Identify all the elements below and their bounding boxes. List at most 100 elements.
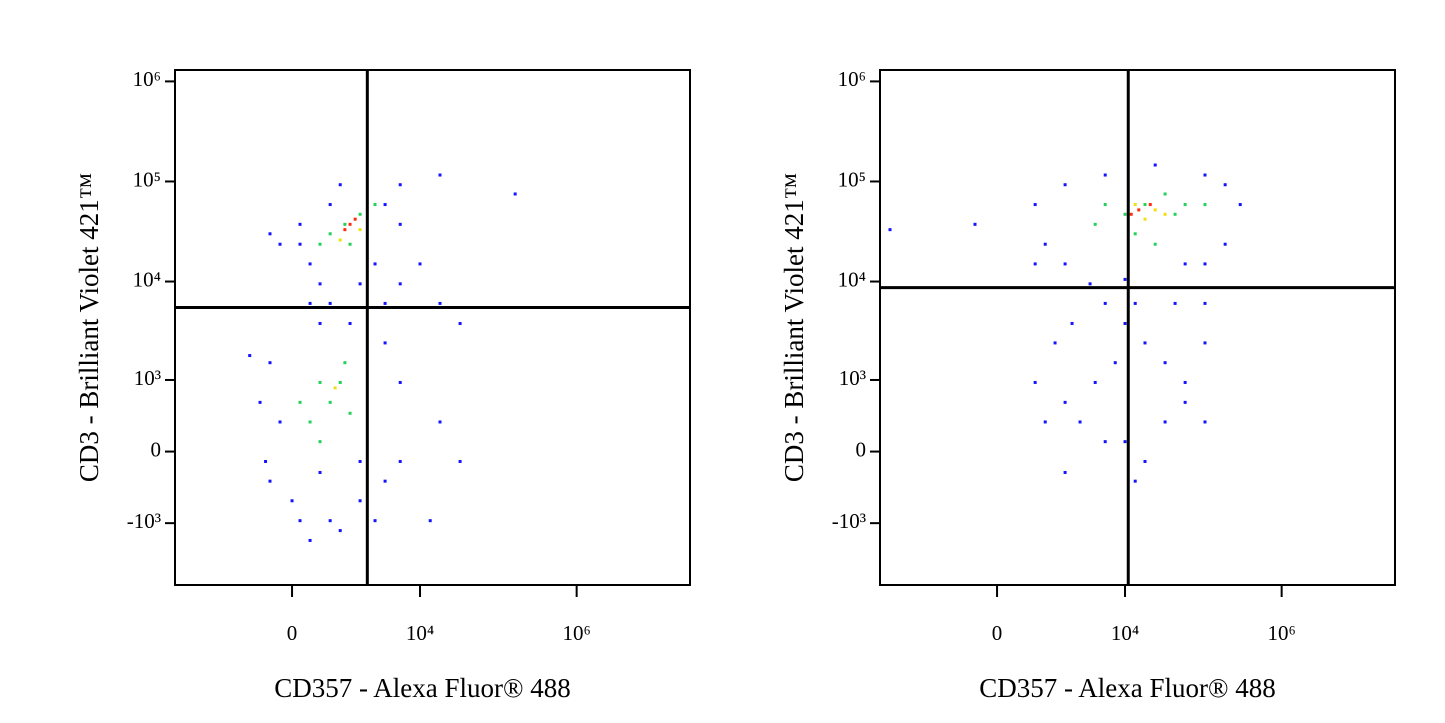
event-dot — [1093, 380, 1097, 384]
event-dot — [1123, 321, 1127, 325]
event-dot — [318, 380, 322, 384]
event-dot — [1223, 183, 1227, 187]
y-tick-label: 10⁵ — [133, 167, 161, 191]
event-dot — [358, 228, 362, 232]
event-dot — [338, 238, 342, 242]
event-dot — [1063, 183, 1067, 187]
event-dot — [268, 479, 272, 483]
event-dot — [328, 203, 332, 207]
event-dot — [1033, 380, 1037, 384]
x-tick-label: 0 — [287, 621, 298, 645]
event-dot — [278, 242, 282, 246]
event-dot — [438, 420, 442, 424]
event-dot — [1143, 459, 1147, 463]
plot-frame — [879, 69, 1396, 586]
event-dot — [343, 228, 347, 232]
event-dot — [268, 361, 272, 365]
event-dot — [268, 232, 272, 236]
event-dot — [278, 420, 282, 424]
event-dot — [1103, 440, 1107, 444]
event-dot — [1163, 212, 1167, 216]
event-dot — [1033, 203, 1037, 207]
event-dot — [353, 217, 357, 221]
event-dot — [248, 354, 252, 358]
event-dot — [1203, 301, 1207, 305]
y-tick-label: 10⁴ — [133, 267, 161, 291]
event-dot — [298, 222, 302, 226]
event-dot — [318, 440, 322, 444]
event-dot — [1163, 420, 1167, 424]
event-dot — [264, 459, 268, 463]
event-dot — [308, 301, 312, 305]
event-dot — [1173, 212, 1177, 216]
event-dot — [338, 183, 342, 187]
y-tick-label: -10³ — [127, 509, 161, 533]
event-dot — [373, 519, 377, 523]
event-dot — [298, 400, 302, 404]
event-dot — [318, 321, 322, 325]
event-dot — [258, 400, 262, 404]
event-dot — [1143, 203, 1147, 207]
event-dot — [1088, 282, 1092, 286]
event-dot — [1143, 217, 1147, 221]
event-dot — [1203, 173, 1207, 177]
event-dot — [373, 262, 377, 266]
event-dot — [1033, 262, 1037, 266]
event-dot — [1183, 400, 1187, 404]
event-dot — [298, 519, 302, 523]
event-dot — [318, 282, 322, 286]
event-dot — [1063, 470, 1067, 474]
event-dot — [358, 459, 362, 463]
event-dot — [1133, 479, 1137, 483]
event-dot — [1203, 203, 1207, 207]
x-tick-label: 0 — [992, 621, 1003, 645]
event-dot — [1078, 420, 1082, 424]
event-dot — [1163, 192, 1167, 196]
x-tick-label: 10⁴ — [406, 621, 434, 645]
event-dot — [328, 519, 332, 523]
event-dot — [328, 232, 332, 236]
event-dot — [888, 228, 892, 232]
event-dot — [348, 242, 352, 246]
event-dot — [1070, 321, 1074, 325]
event-dot — [1123, 212, 1127, 216]
event-dot — [338, 529, 342, 533]
x-tick-label: 10⁶ — [562, 621, 590, 645]
event-dot — [308, 262, 312, 266]
event-dot — [1133, 301, 1137, 305]
event-dot — [318, 242, 322, 246]
event-dot — [1123, 277, 1127, 281]
event-dot — [398, 380, 402, 384]
event-dot — [398, 183, 402, 187]
event-dot — [1133, 203, 1137, 207]
event-dot — [1133, 232, 1137, 236]
event-dot — [1093, 222, 1097, 226]
y-tick-label: -10³ — [832, 509, 866, 533]
x-axis-title: CD357 - Alexa Fluor® 488 — [274, 673, 571, 703]
event-dot — [438, 173, 442, 177]
event-dot — [328, 400, 332, 404]
y-tick-label: 10³ — [839, 366, 866, 390]
event-dot — [1148, 203, 1152, 207]
event-dot — [348, 411, 352, 415]
event-dot — [298, 242, 302, 246]
event-dot — [383, 341, 387, 345]
event-dot — [1103, 173, 1107, 177]
x-tick-label: 10⁶ — [1267, 621, 1295, 645]
event-dot — [338, 380, 342, 384]
y-tick-label: 10⁴ — [838, 267, 866, 291]
event-dot — [458, 459, 462, 463]
event-dot — [373, 203, 377, 207]
event-dot — [1223, 242, 1227, 246]
event-dot — [1129, 212, 1133, 216]
event-dot — [1103, 203, 1107, 207]
event-dot — [318, 470, 322, 474]
event-dot — [1173, 301, 1177, 305]
y-axis-title: CD3 - Brilliant Violet 421™ — [74, 173, 104, 482]
y-tick-label: 10⁶ — [133, 67, 161, 91]
event-dot — [418, 262, 422, 266]
x-axis-title: CD357 - Alexa Fluor® 488 — [979, 673, 1276, 703]
y-tick-label: 10⁵ — [838, 167, 866, 191]
event-dot — [1203, 262, 1207, 266]
